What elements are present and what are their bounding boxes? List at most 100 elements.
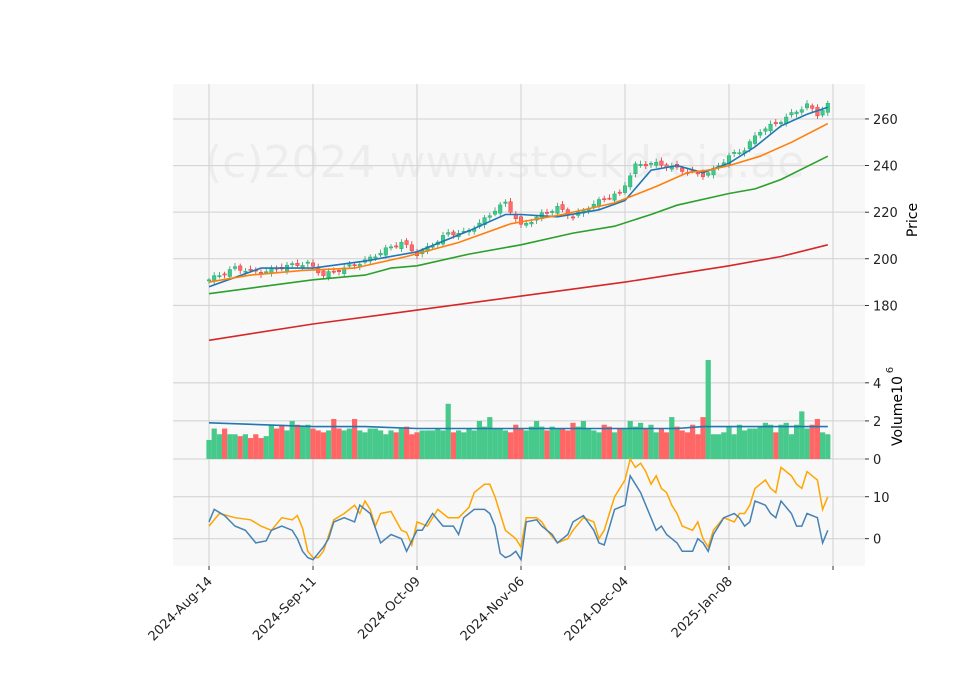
candle-body [404,240,409,245]
candle-body [789,112,794,116]
volume-bar [565,430,571,459]
volume-bar [669,417,675,459]
volume-bar [632,426,638,459]
candle-body [217,275,222,277]
volume-bar [497,428,503,459]
candle-body [747,141,752,149]
candle-body [550,211,555,213]
volume-bar [279,424,285,459]
volume-bar [258,438,264,459]
volume-bar [466,428,472,459]
candle-body [311,262,316,267]
volume-bar [560,428,566,459]
volume-bar [362,432,368,459]
volume-bar [710,434,716,459]
volume-bar [721,432,727,459]
volume-bar [492,428,498,459]
x-tick-label: 2024-Sep-11 [250,574,320,644]
volume-bar [742,430,748,459]
candle-body [763,128,768,132]
candle-body [441,235,446,245]
candle-body [524,223,529,226]
volume-bar [586,428,592,459]
candle-body [482,217,487,225]
volume-bar [461,432,467,459]
volume-bar [809,424,815,459]
candle-body [560,204,565,210]
candle-body [638,164,643,166]
volume-bar [658,428,664,459]
volume-bar [731,434,737,459]
ma-line-ma3 [208,155,829,295]
candle-body [571,216,576,219]
volume-bar [549,426,555,459]
volume-bar [664,432,670,459]
volume-bar [300,426,306,459]
volume-bar [310,428,316,459]
volume-bar [263,436,269,459]
volume-bar [768,424,774,459]
candle-body [264,271,269,274]
panel-bg-2 [173,459,865,566]
candle-body [628,175,633,188]
candle-body [300,265,305,268]
volume-bar [471,430,477,459]
price-tick-label: 220 [873,206,898,221]
candle-body [758,132,763,136]
candle-body [227,269,232,277]
volume-bar [799,411,805,459]
candle-body [732,152,737,154]
candle-body [295,262,300,266]
price-axis-label: Price [905,203,921,237]
candle-body [779,122,784,124]
candle-body [820,110,825,116]
volume-bar [248,438,254,459]
candle-body [503,201,508,204]
volume-bar [414,432,420,459]
volume-bar [783,422,789,459]
volume-bar [346,428,352,459]
volume-bar [424,430,430,459]
volume-average-line [208,422,828,430]
volume-bar [487,417,493,459]
volume-bar [814,419,820,459]
volume-bar [684,432,690,459]
price-tick-label: 240 [873,160,898,175]
volume-bar [653,432,659,459]
volume-bar [794,424,800,459]
volume-bar [674,426,680,459]
volume-bar [445,403,451,459]
x-tick-label: 2024-Aug-14 [146,574,216,644]
indicator-line1 [208,457,829,559]
candle-body [243,270,248,273]
volume-bar [435,428,441,459]
volume-bar [513,424,519,459]
candle-body [805,103,810,109]
volume-bar [690,424,696,459]
volume-bar [440,430,446,459]
candle-body [612,193,617,201]
candle-body [238,265,243,271]
volume-bar [508,432,514,459]
candle-body [727,155,732,165]
volume-bar [788,434,794,459]
price-tick-label: 260 [873,113,898,128]
volume-bar [237,436,243,459]
volume-bar [211,428,217,459]
volume-bar [575,426,581,459]
candle-body [232,266,237,269]
candle-body [321,270,326,276]
candle-body [347,264,352,267]
volume-bar [773,432,779,459]
volume-bar [222,428,228,459]
panel-backgrounds [173,84,865,566]
candle-body [378,252,383,256]
moving-average-lines [208,106,829,342]
indicator-tick-label: 0 [873,533,881,548]
volume-bar [747,428,753,459]
volume-axis-label-base: 10 [890,376,906,394]
volume-bar [482,426,488,459]
volume-bar [762,422,768,459]
volume-bar [622,428,628,459]
candle-body [508,201,513,213]
